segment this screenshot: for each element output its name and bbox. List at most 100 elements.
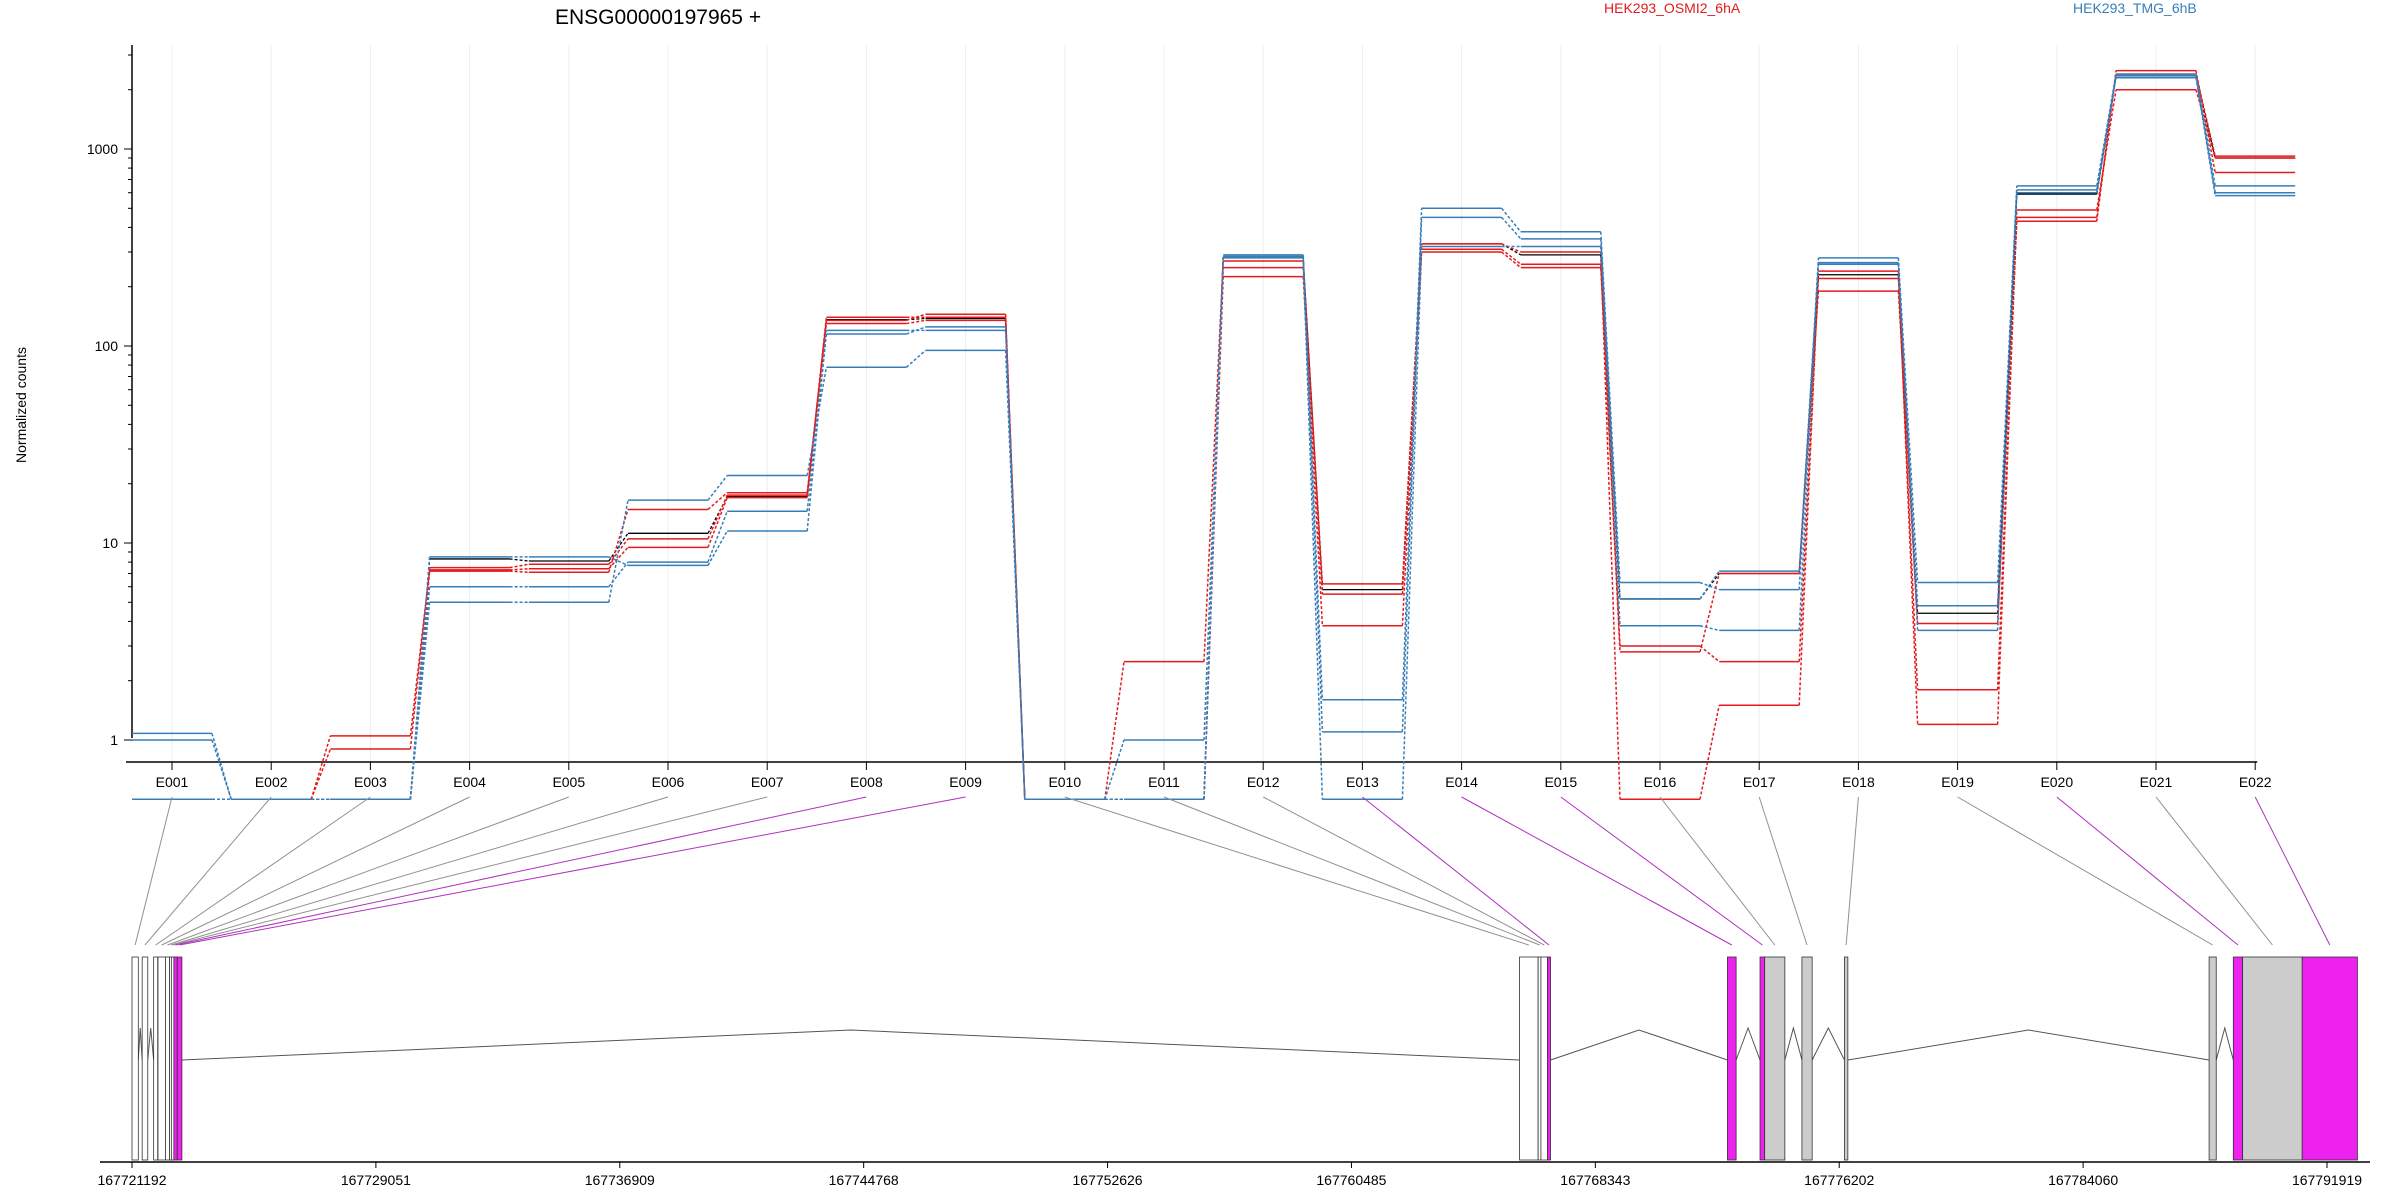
series-2-connectors xyxy=(212,73,2216,801)
connector-e011 xyxy=(1163,796,1540,946)
genome-tick-label: 167736909 xyxy=(585,1172,655,1188)
exon-label-e004: E004 xyxy=(453,774,486,790)
exon-box-e016 xyxy=(1764,956,1786,1161)
connector-e010 xyxy=(1064,796,1529,946)
exon-label-e012: E012 xyxy=(1247,774,1280,790)
exon-box-e021 xyxy=(2242,956,2303,1161)
exon-label-e003: E003 xyxy=(354,774,387,790)
intron-line xyxy=(1550,1029,1728,1061)
series-4-segments xyxy=(132,73,2296,801)
series-5-connectors xyxy=(211,75,2216,801)
series-lines xyxy=(132,69,2296,801)
connector-e016 xyxy=(1659,796,1776,946)
intron-line xyxy=(147,1027,155,1061)
connector-e002 xyxy=(144,796,272,946)
genome-tick-label: 167768343 xyxy=(1560,1172,1630,1188)
series-1-segments xyxy=(132,88,2296,801)
exon-box-e014 xyxy=(1727,956,1737,1161)
legend-label-tmg: HEK293_TMG_6hB xyxy=(2073,0,2197,16)
exon-label-e005: E005 xyxy=(552,774,585,790)
intron-line xyxy=(137,1027,143,1061)
fitted-line-connectors xyxy=(212,75,2216,800)
connector-e019 xyxy=(1957,796,2213,946)
y-tick-label: 100 xyxy=(95,338,119,354)
exon-box-e009 xyxy=(176,956,183,1161)
connector-e021 xyxy=(2155,796,2273,946)
series-1-connectors xyxy=(212,89,2216,801)
exon-label-e018: E018 xyxy=(1842,774,1875,790)
series-3-connectors xyxy=(212,70,2216,801)
connector-e020 xyxy=(2056,796,2239,946)
exon-label-e015: E015 xyxy=(1544,774,1577,790)
connector-e003 xyxy=(155,796,371,946)
connector-e013 xyxy=(1362,796,1550,946)
genome-tick-label: 167744768 xyxy=(829,1172,899,1188)
genome-tick-label: 167760485 xyxy=(1316,1172,1386,1188)
series-6-connectors xyxy=(212,77,2216,801)
y-tick-label: 1000 xyxy=(87,141,118,157)
exon-box-e010 xyxy=(1519,956,1539,1161)
connector-e018 xyxy=(1845,796,1859,946)
intron-line xyxy=(2215,1026,2234,1061)
connector-e022 xyxy=(2254,796,2331,946)
y-tick-label: 10 xyxy=(102,535,118,551)
exon-label-e011: E011 xyxy=(1148,774,1180,790)
connector-e004 xyxy=(161,796,470,946)
exon-label-e009: E009 xyxy=(949,774,982,790)
exon-label-e017: E017 xyxy=(1743,774,1776,790)
exon-box-e022 xyxy=(2301,956,2358,1161)
intron-line xyxy=(1784,1026,1803,1061)
exon-box-e002 xyxy=(141,956,149,1161)
connector-e017 xyxy=(1758,796,1808,946)
x-axis: E001 E002 E003 E004 E005 E006 E007 E008 E009 E010… xyxy=(126,761,2272,790)
genome-tick-label: 167752626 xyxy=(1073,1172,1143,1188)
series-6-segments xyxy=(132,76,2296,801)
exon-label-e021: E021 xyxy=(2140,774,2173,790)
exon-label-e001: E001 xyxy=(156,774,189,790)
genome-axis: 167721192 167729051 167736909 167744768 1677… xyxy=(97,1161,2370,1188)
vertical-grid xyxy=(171,45,2256,762)
intron-line xyxy=(181,1029,1520,1061)
connector-e001 xyxy=(134,796,173,946)
connector-e009 xyxy=(179,796,966,946)
exon-box-e019 xyxy=(2208,956,2217,1161)
exon-connector-lines xyxy=(134,796,2331,946)
exon-label-e002: E002 xyxy=(255,774,288,790)
exon-label-e014: E014 xyxy=(1445,774,1478,790)
connector-e006 xyxy=(170,796,669,946)
exon-box-e015 xyxy=(1759,956,1766,1161)
exon-label-e010: E010 xyxy=(1048,774,1081,790)
genome-tick-label: 167729051 xyxy=(341,1172,411,1188)
exon-label-e013: E013 xyxy=(1346,774,1379,790)
y-tick-label: 1 xyxy=(110,732,118,748)
exon-label-e020: E020 xyxy=(2040,774,2073,790)
connector-e014 xyxy=(1461,796,1733,946)
connector-e015 xyxy=(1560,796,1763,946)
exon-label-e016: E016 xyxy=(1644,774,1677,790)
exon-box-e013 xyxy=(1547,956,1551,1161)
connector-e008 xyxy=(175,796,867,946)
exon-label-e006: E006 xyxy=(652,774,685,790)
y-axis: 1 10 100 1000 xyxy=(87,45,133,748)
exon-label-e007: E007 xyxy=(751,774,784,790)
exon-label-e008: E008 xyxy=(850,774,883,790)
legend-label-osmi2: HEK293_OSMI2_6hA xyxy=(1604,0,1741,16)
exon-box-e005 xyxy=(165,956,170,1161)
exon-label-e019: E019 xyxy=(1941,774,1974,790)
exon-box-e008 xyxy=(173,956,178,1161)
series-4-connectors xyxy=(211,73,2216,801)
series-2-segments xyxy=(132,73,2296,801)
intron-line xyxy=(1735,1026,1761,1061)
series-5-segments xyxy=(132,75,2296,801)
gene-model xyxy=(131,956,2358,1161)
exon-box-e003 xyxy=(153,956,159,1161)
exon-box-e017 xyxy=(1801,956,1813,1161)
exon-box-e018 xyxy=(1844,956,1849,1161)
exon-box-e020 xyxy=(2232,956,2244,1161)
genome-tick-label: 167776202 xyxy=(1804,1172,1874,1188)
connector-e007 xyxy=(172,796,768,946)
exon-box-e004 xyxy=(157,956,166,1161)
chart-title: ENSG00000197965 + xyxy=(555,6,761,29)
connector-e005 xyxy=(167,796,569,946)
